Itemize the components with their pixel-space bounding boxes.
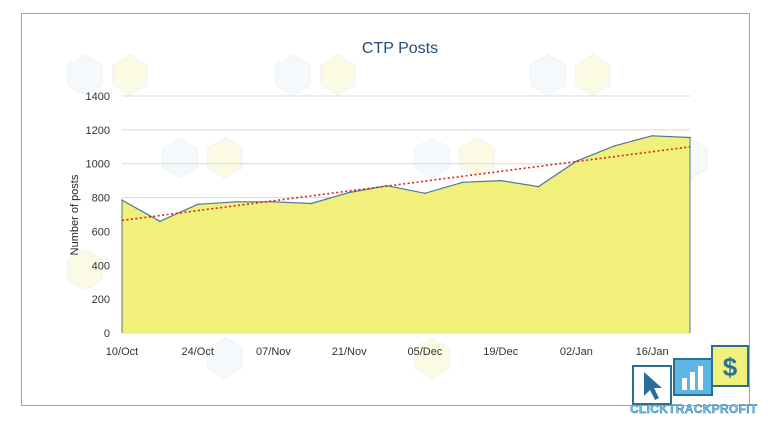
watermark-hexagon — [162, 137, 198, 179]
data-point — [196, 203, 199, 206]
data-point — [689, 136, 691, 139]
y-tick-label: 1200 — [86, 125, 110, 137]
y-tick-label: 0 — [104, 328, 110, 340]
watermark-hexagon — [414, 337, 450, 379]
series-line — [121, 135, 691, 222]
watermark-hexagon — [320, 54, 356, 96]
data-point — [651, 135, 653, 137]
watermark-hexagon — [575, 54, 611, 96]
y-tick-label: 400 — [92, 260, 110, 272]
data-point — [234, 201, 237, 203]
area-fill — [122, 135, 690, 333]
watermark-hexagon — [530, 54, 566, 96]
x-tick-label: 24/Oct — [182, 346, 214, 358]
y-tick-label: 1000 — [86, 159, 110, 171]
watermark-hexagon — [207, 337, 243, 379]
y-tick-label: 200 — [92, 294, 110, 306]
cursor-icon — [644, 372, 662, 400]
data-point — [575, 160, 578, 162]
y-tick-label: 800 — [92, 193, 110, 205]
x-axis-ticks: 10/Oct 24/Oct 07/Nov 21/Nov 05/Dec 19/Dec 02/J… — [106, 346, 669, 358]
bar-chart-icon — [682, 366, 703, 390]
data-point — [310, 202, 313, 205]
data-point — [499, 179, 502, 182]
linear-trendline — [121, 145, 691, 222]
watermark-hexagon — [67, 54, 103, 96]
data-point — [424, 192, 426, 195]
data-point — [462, 181, 464, 184]
data-point — [159, 220, 161, 223]
trendline — [121, 145, 691, 222]
x-tick-label: 16/Jan — [636, 346, 669, 358]
x-tick-label: 07/Nov — [256, 346, 291, 358]
x-tick-label: 05/Dec — [408, 346, 443, 358]
chart-title: CTP Posts — [362, 40, 438, 57]
dollar-icon: $ — [723, 352, 738, 382]
watermark-hexagon — [67, 249, 103, 291]
x-tick-label: 21/Nov — [332, 346, 367, 358]
y-axis-ticks: 0 200 400 600 800 1000 1200 1400 — [86, 91, 110, 340]
data-point — [348, 191, 351, 194]
x-tick-label: 10/Oct — [106, 346, 138, 358]
y-axis-title: Number of posts — [69, 174, 81, 255]
watermark-hexagon — [207, 137, 243, 179]
brand-wordmark: CLICKTRACKPROFIT — [630, 402, 758, 416]
watermark-hexagon — [112, 54, 148, 96]
data-point — [537, 185, 540, 188]
watermark-hexagon — [459, 137, 495, 179]
data-point — [121, 199, 123, 201]
x-tick-label: 02/Jan — [560, 346, 593, 358]
data-point — [613, 145, 616, 147]
watermark-hexagon — [275, 54, 311, 96]
y-tick-label: 600 — [92, 226, 110, 238]
x-tick-label: 19/Dec — [483, 346, 518, 358]
clicktrackprofit-logo: $ — [632, 345, 749, 405]
area-series — [121, 135, 691, 333]
y-tick-label: 1400 — [86, 91, 110, 103]
watermark-hexagon — [414, 137, 450, 179]
